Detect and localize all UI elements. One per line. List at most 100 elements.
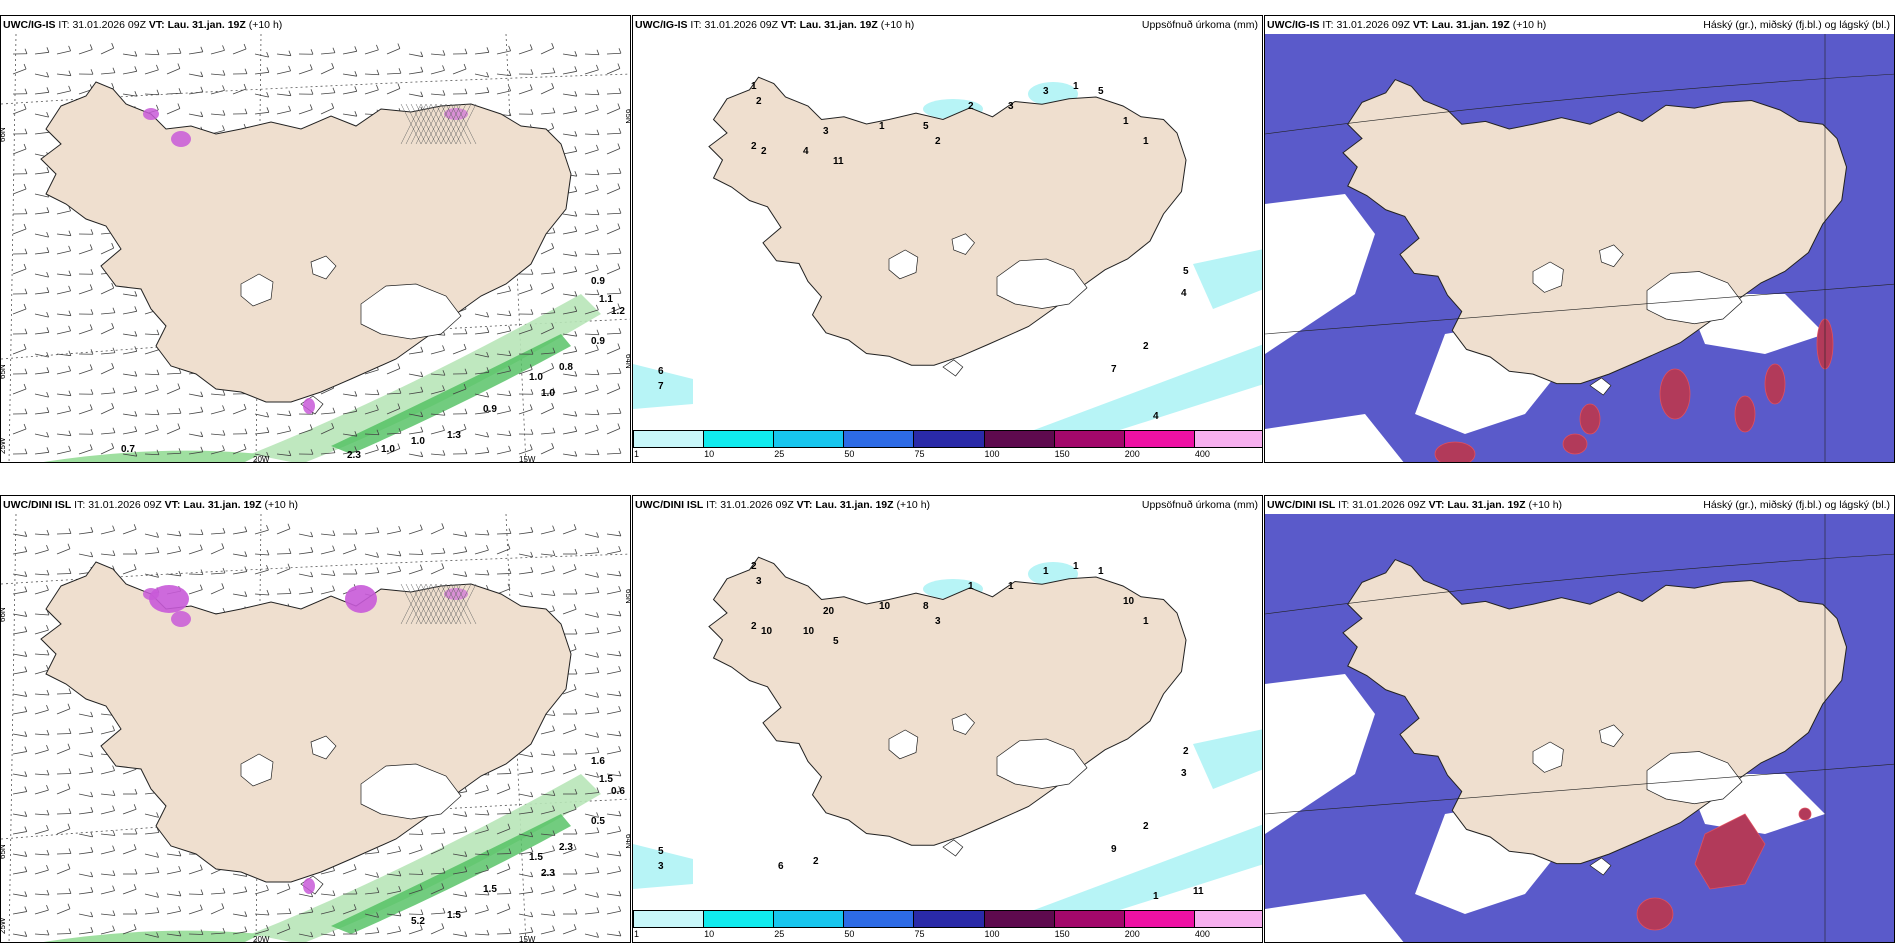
wind-barb-tick: [68, 325, 72, 331]
wind-barb: [540, 87, 554, 95]
wind-barb: [34, 933, 49, 936]
wind-barb: [606, 172, 622, 175]
wind-barb: [430, 453, 445, 456]
wind-barb-tick: [178, 865, 182, 872]
wind-barb: [518, 811, 533, 815]
wind-barb-tick: [178, 48, 182, 54]
axis-lat-label: 65N: [624, 589, 631, 604]
wind-barb: [584, 149, 599, 155]
wind-barb-tick: [156, 89, 160, 95]
wind-barb: [122, 430, 137, 435]
valid-time: Lau. 31.jan. 19Z: [183, 499, 262, 511]
wind-barb-tick: [530, 309, 534, 315]
wind-barb-tick: [486, 447, 490, 453]
wind-barb-tick: [112, 725, 115, 731]
wind-barb-tick: [90, 69, 94, 75]
wind-barb-tick: [464, 48, 468, 54]
precip-value-label: 8: [923, 601, 929, 612]
wind-barb-tick: [156, 369, 160, 375]
wind-barb: [606, 108, 621, 115]
wind-barb: [562, 568, 577, 575]
wind-barb: [386, 448, 401, 455]
wind-barb: [408, 351, 423, 355]
low-cloud-areas: [1434, 318, 1834, 462]
precip-value-label: 5: [1183, 266, 1189, 277]
wind-barb-tick: [200, 46, 204, 52]
wind-barb: [34, 451, 49, 455]
wind-barb-tick: [596, 129, 600, 135]
wind-barb-tick: [46, 704, 49, 711]
wind-barb: [100, 287, 114, 295]
wind-barb-tick: [90, 269, 94, 275]
wind-barb: [298, 933, 313, 938]
wind-barb-tick: [243, 443, 247, 450]
wind-barb: [386, 432, 402, 435]
precip-area: [633, 844, 693, 889]
wind-barb: [584, 389, 599, 395]
wind-value-label: 1.3: [447, 430, 461, 441]
legend-tick-label: 100: [984, 449, 1000, 459]
wind-barb-tick: [133, 564, 137, 570]
wind-barb: [430, 413, 445, 416]
wind-barb-tick: [398, 68, 402, 74]
wind-barb-tick: [67, 783, 71, 789]
wind-barb-tick: [419, 564, 423, 570]
wind-barb: [584, 872, 599, 875]
wind-barb-tick: [331, 102, 335, 109]
wind-barb: [606, 590, 621, 595]
wind-barb: [408, 373, 423, 378]
wind-barb-tick: [178, 570, 182, 577]
wind-barb-tick: [46, 72, 50, 78]
wind-barb-tick: [596, 249, 600, 255]
wind-barb-tick: [68, 888, 72, 894]
wind-barb-tick: [573, 524, 577, 530]
wind-barb: [584, 552, 599, 555]
wind-value-label: 0.5: [591, 816, 605, 827]
hatch-line: [435, 583, 457, 625]
wind-barb-tick: [574, 306, 578, 312]
wind-barb-tick: [90, 309, 94, 315]
wind-barb: [496, 828, 511, 835]
wind-barb-tick: [67, 823, 71, 829]
low-cloud-areas: [1636, 807, 1812, 931]
wind-barb-tick: [573, 684, 577, 690]
wind-barb-tick: [156, 867, 160, 873]
wind-barb: [452, 853, 467, 857]
wind-barb-tick: [574, 66, 578, 72]
wind-barb-tick: [596, 224, 599, 231]
wind-barb: [430, 69, 445, 75]
wind-barb-tick: [618, 865, 622, 872]
wind-barb-tick: [464, 88, 468, 94]
wind-barb-tick: [596, 772, 599, 778]
legend-swatch: [843, 430, 914, 448]
wind-barb: [606, 773, 621, 777]
wind-barb: [518, 753, 533, 758]
axis-lat-label: 66N: [1, 607, 7, 622]
panel-precip-row1: UWC/IG-IS IT: 31.01.2026 09Z VT: Lau. 31…: [632, 15, 1263, 463]
axis-lon-label: 15W: [519, 935, 536, 943]
hatch-line: [455, 103, 477, 145]
wind-barb-tick: [442, 867, 446, 874]
precip-value-label: 2: [968, 101, 974, 112]
wind-barb-tick: [134, 451, 138, 457]
wind-barb-tick: [420, 829, 424, 835]
wind-barb: [34, 853, 49, 856]
precip-value-label: 3: [823, 126, 829, 137]
wind-barb-tick: [376, 527, 380, 533]
wind-barb-tick: [398, 525, 402, 532]
wind-barb-tick: [24, 408, 28, 414]
legend-tick-label: 200: [1124, 449, 1140, 459]
wind-barb-tick: [46, 784, 49, 791]
purple-area: [143, 108, 159, 120]
legend-swatch: [843, 910, 914, 928]
wind-barb-tick: [552, 870, 556, 876]
wind-barb-tick: [90, 429, 94, 435]
wind-barb: [144, 53, 160, 56]
wind-barb: [34, 393, 49, 398]
wind-barb-tick: [244, 926, 248, 932]
wind-barb: [78, 771, 93, 775]
wind-barb-tick: [596, 304, 599, 311]
wind-barb: [210, 89, 225, 95]
hatch-line: [450, 103, 472, 145]
wind-barb: [342, 113, 357, 117]
